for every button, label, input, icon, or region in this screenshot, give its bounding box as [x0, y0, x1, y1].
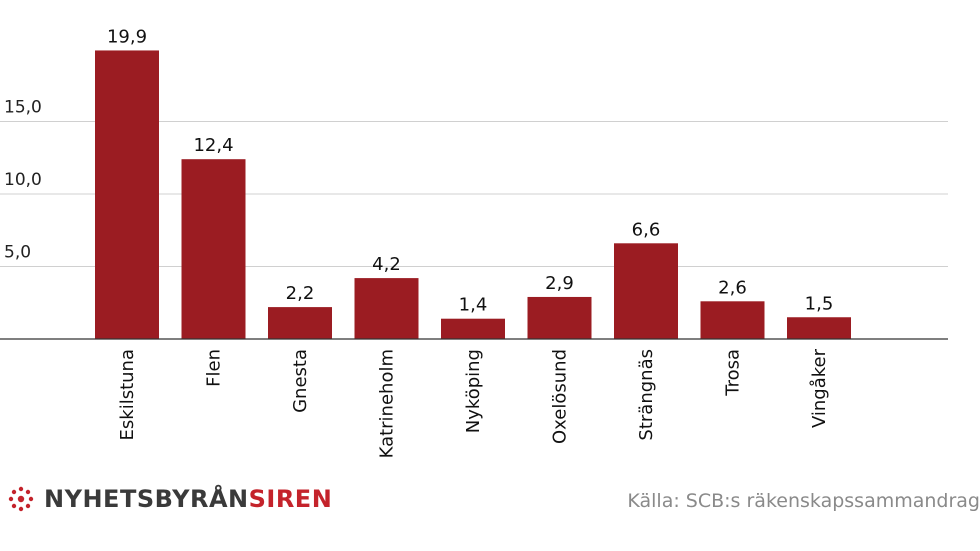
bar-value-label: 1,4 — [459, 295, 488, 316]
bar — [527, 296, 592, 339]
bar — [614, 243, 678, 339]
x-category-label: Katrineholm — [377, 349, 398, 458]
brand-name-part1: NYHETSBYRÅN — [44, 485, 249, 513]
bar-value-label: 1,5 — [805, 293, 834, 314]
bar-value-label: 6,6 — [632, 219, 661, 240]
bar — [181, 159, 246, 339]
x-category-label: Eskilstuna — [117, 349, 138, 440]
source-note: Källa: SCB:s räkenskapssammandrag — [627, 490, 980, 512]
bar — [354, 278, 419, 339]
siren-logo-icon — [8, 486, 34, 512]
x-category-label: Strängnäs — [636, 349, 657, 441]
bar — [95, 50, 159, 339]
x-category-label: Gnesta — [290, 349, 311, 413]
y-tick-label: 10,0 — [4, 170, 42, 190]
y-tick-label: 15,0 — [4, 98, 42, 118]
bar-value-label: 2,9 — [545, 273, 574, 294]
bar — [787, 317, 851, 339]
brand-logo: NYHETSBYRÅNSIREN — [6, 484, 332, 514]
footer: NYHETSBYRÅNSIREN Källa: SCB:s räkenskaps… — [0, 478, 980, 523]
bar-value-label: 2,2 — [286, 283, 315, 304]
bar — [700, 301, 765, 339]
x-category-label: Flen — [204, 349, 225, 387]
x-axis-categories: Eskilstuna Flen Gnesta Katrineholm Nyköping O… — [117, 348, 830, 458]
bar-value-label: 12,4 — [193, 135, 233, 156]
x-category-label: Oxelösund — [550, 349, 571, 444]
bar — [441, 318, 505, 339]
y-axis-ticks: 5,0 10,0 15,0 — [4, 98, 42, 263]
brand-name-part2: SIREN — [248, 485, 333, 513]
bar-chart: 19,9 12,4 2,2 4,2 1,4 2,9 6,6 2,6 1,5 5,0 10,0 15,… — [0, 26, 948, 458]
bar-value-label: 4,2 — [372, 254, 401, 275]
x-category-label: Trosa — [723, 349, 744, 397]
value-labels: 19,9 12,4 2,2 4,2 1,4 2,9 6,6 2,6 1,5 — [107, 26, 833, 315]
x-category-label: Nyköping — [463, 349, 484, 433]
y-tick-label: 5,0 — [4, 243, 31, 263]
bar-value-label: 19,9 — [107, 26, 147, 47]
brand-name: NYHETSBYRÅNSIREN — [44, 485, 332, 513]
bar — [268, 307, 332, 339]
bars — [95, 50, 851, 339]
bar-value-label: 2,6 — [718, 277, 747, 298]
x-category-label: Vingåker — [809, 348, 830, 428]
